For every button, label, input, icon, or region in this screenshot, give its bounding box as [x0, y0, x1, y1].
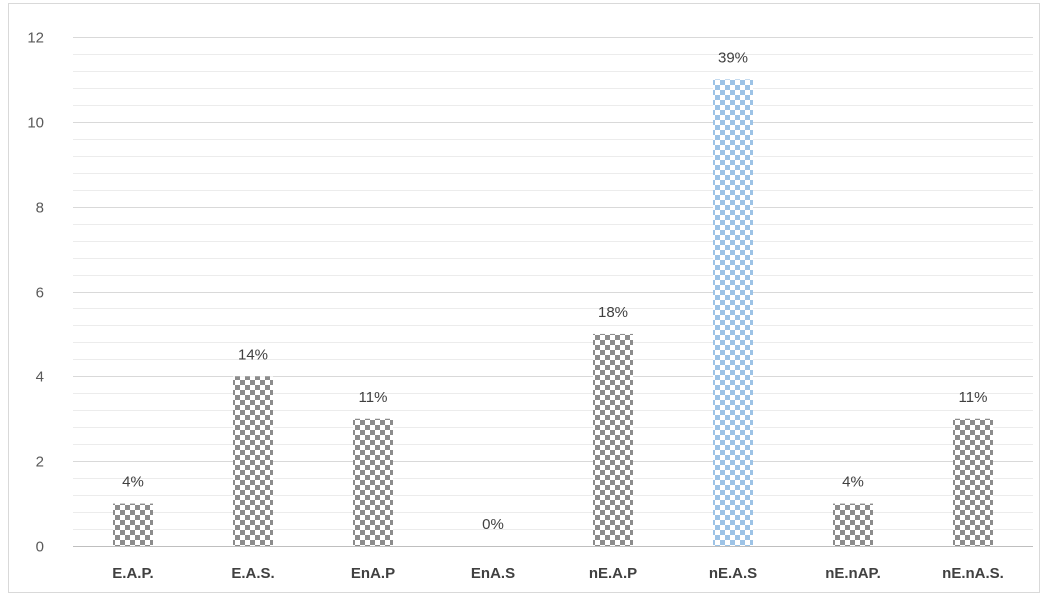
- y-tick-label: 0: [36, 539, 44, 556]
- y-tick-label: 4: [36, 369, 44, 386]
- y-tick-label: 2: [36, 454, 44, 471]
- bar-ne-a-p: [593, 333, 633, 546]
- x-axis-category-labels: E.A.P. E.A.S. EnA.P EnA.S nE.A.P nE.A.S nE.nAP…: [112, 565, 1004, 582]
- y-tick-label: 12: [27, 30, 44, 47]
- y-tick-label: 6: [36, 285, 44, 302]
- data-label: 4%: [122, 474, 144, 491]
- category-label: E.A.S.: [231, 565, 274, 582]
- bar-e-a-p: [113, 503, 153, 546]
- bar-e-a-s: [233, 376, 273, 546]
- y-axis-tick-labels: 0 2 4 6 8 10 12: [27, 30, 44, 556]
- bar-ena-p: [353, 418, 393, 546]
- category-label: EnA.P: [351, 565, 395, 582]
- bars: [113, 79, 993, 547]
- category-label: nE.A.S: [709, 565, 757, 582]
- data-label: 11%: [959, 389, 988, 406]
- bar-ne-a-s: [713, 79, 753, 547]
- category-label: nE.nA.S.: [942, 565, 1004, 582]
- category-label: nE.A.P: [589, 565, 637, 582]
- bar-ne-na-s: [953, 418, 993, 546]
- y-tick-label: 8: [36, 200, 44, 217]
- y-tick-label: 10: [27, 115, 44, 132]
- data-label: 11%: [359, 389, 388, 406]
- chart-frame: [8, 3, 1040, 593]
- data-label: 14%: [238, 346, 268, 363]
- bar-ne-nap: [833, 503, 873, 546]
- category-label: nE.nAP.: [825, 565, 881, 582]
- data-label: 39%: [718, 49, 748, 66]
- data-label: 4%: [842, 474, 864, 491]
- category-label: EnA.S: [471, 565, 515, 582]
- data-label: 18%: [598, 304, 628, 321]
- data-label: 0%: [482, 516, 504, 533]
- data-labels: 4% 14% 11% 0% 18% 39% 4% 11%: [122, 49, 987, 533]
- major-gridlines: [73, 37, 1033, 462]
- category-label: E.A.P.: [112, 565, 153, 582]
